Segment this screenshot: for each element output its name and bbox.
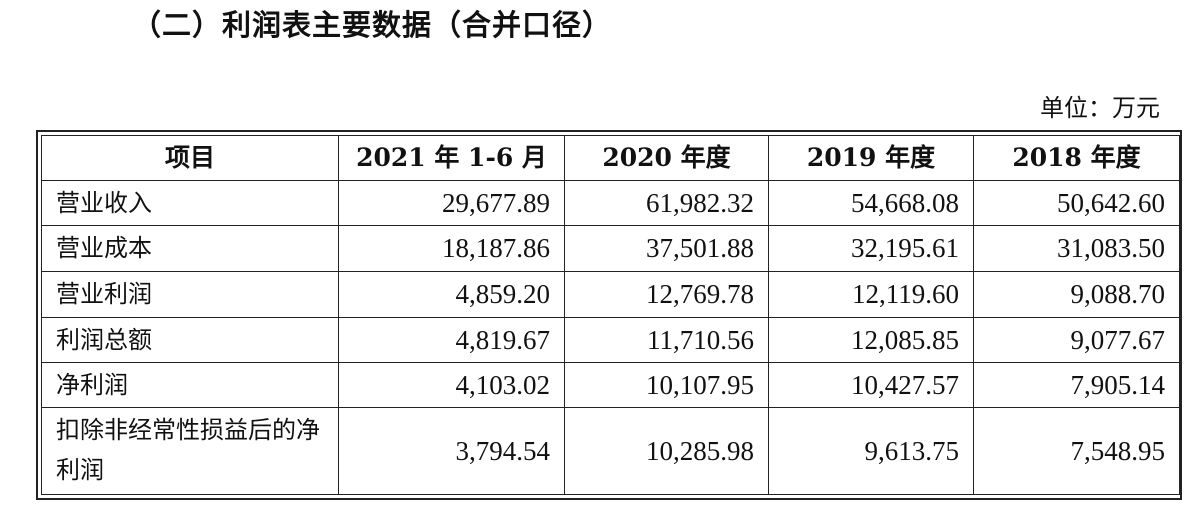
- row-label: 营业成本: [41, 225, 339, 272]
- cell-value: 9,077.67: [973, 317, 1180, 363]
- header-2020: 2020 年度: [564, 135, 769, 181]
- header-2018: 2018 年度: [973, 135, 1180, 181]
- cell-value: 3,794.54: [338, 407, 565, 495]
- data-table: 项目 2021 年 1-6 月 2020 年度 2019 年度 2018 年度 …: [41, 135, 1180, 495]
- table-row: 扣除非经常性损益后的净利润 3,794.54 10,285.98 9,613.7…: [41, 407, 1180, 495]
- cell-value: 54,668.08: [768, 180, 974, 226]
- cell-value: 4,819.67: [338, 317, 565, 363]
- cell-value: 9,088.70: [973, 271, 1180, 318]
- cell-value: 12,119.60: [768, 271, 974, 318]
- cell-value: 10,427.57: [768, 362, 974, 408]
- header-2021-h1: 2021 年 1-6 月: [338, 135, 565, 181]
- cell-value: 7,548.95: [973, 407, 1180, 495]
- unit-label: 单位：万元: [1040, 94, 1160, 122]
- table-row: 营业收入 29,677.89 61,982.32 54,668.08 50,64…: [41, 180, 1180, 226]
- cell-value: 4,859.20: [338, 271, 565, 318]
- table-row: 营业利润 4,859.20 12,769.78 12,119.60 9,088.…: [41, 271, 1180, 318]
- row-label: 扣除非经常性损益后的净利润: [41, 407, 339, 495]
- section-title: （二）利润表主要数据（合并口径）: [132, 8, 613, 42]
- row-label: 利润总额: [41, 317, 339, 363]
- cell-value: 31,083.50: [973, 225, 1180, 272]
- cell-value: 11,710.56: [564, 317, 769, 363]
- header-2019: 2019 年度: [768, 135, 974, 181]
- row-label: 营业收入: [41, 180, 339, 226]
- cell-value: 4,103.02: [338, 362, 565, 408]
- cell-value: 7,905.14: [973, 362, 1180, 408]
- header-item: 项目: [41, 135, 339, 181]
- cell-value: 32,195.61: [768, 225, 974, 272]
- cell-value: 61,982.32: [564, 180, 769, 226]
- table-row: 净利润 4,103.02 10,107.95 10,427.57 7,905.1…: [41, 362, 1180, 408]
- cell-value: 50,642.60: [973, 180, 1180, 226]
- table-header-row: 项目 2021 年 1-6 月 2020 年度 2019 年度 2018 年度: [41, 135, 1180, 181]
- cell-value: 10,285.98: [564, 407, 769, 495]
- cell-value: 10,107.95: [564, 362, 769, 408]
- row-label: 净利润: [41, 362, 339, 408]
- row-label: 营业利润: [41, 271, 339, 318]
- cell-value: 12,769.78: [564, 271, 769, 318]
- cell-value: 9,613.75: [768, 407, 974, 495]
- income-statement-table: 项目 2021 年 1-6 月 2020 年度 2019 年度 2018 年度 …: [36, 130, 1182, 500]
- cell-value: 29,677.89: [338, 180, 565, 226]
- table-row: 利润总额 4,819.67 11,710.56 12,085.85 9,077.…: [41, 317, 1180, 363]
- cell-value: 18,187.86: [338, 225, 565, 272]
- cell-value: 12,085.85: [768, 317, 974, 363]
- cell-value: 37,501.88: [564, 225, 769, 272]
- table-row: 营业成本 18,187.86 37,501.88 32,195.61 31,08…: [41, 225, 1180, 272]
